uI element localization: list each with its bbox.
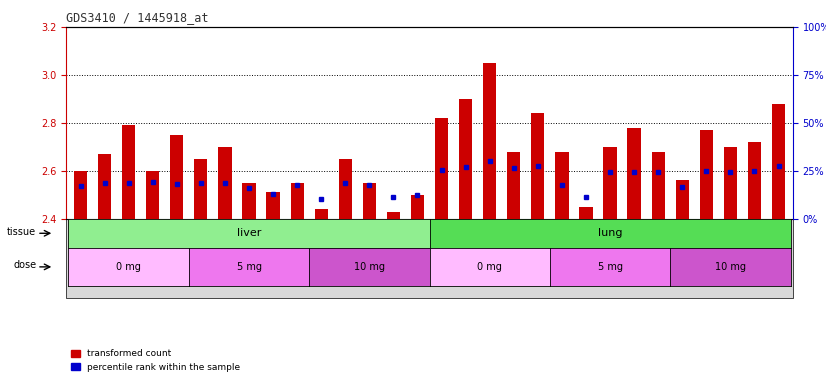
Bar (459, 99, 472, 219)
Bar (652, 152, 665, 219)
Text: dose: dose (13, 260, 36, 270)
Bar (604, 147, 617, 219)
Text: 0 mg: 0 mg (116, 262, 141, 272)
Bar (170, 135, 183, 219)
Bar (676, 180, 689, 219)
Bar (267, 192, 280, 219)
Bar (387, 212, 400, 219)
Bar (242, 183, 255, 219)
Bar (363, 183, 376, 219)
Text: lung: lung (598, 228, 622, 238)
Bar (483, 63, 496, 219)
Text: 5 mg: 5 mg (597, 262, 623, 272)
Bar (531, 113, 544, 219)
Legend: transformed count, percentile rank within the sample: transformed count, percentile rank withi… (70, 349, 240, 372)
Bar (74, 171, 87, 219)
Bar (507, 152, 520, 219)
Bar (218, 147, 231, 219)
Text: tissue: tissue (7, 227, 36, 237)
Bar (748, 142, 761, 219)
Bar (122, 125, 135, 219)
Bar (98, 154, 112, 219)
Bar (291, 183, 304, 219)
Text: 10 mg: 10 mg (354, 262, 385, 272)
Text: 0 mg: 0 mg (477, 262, 502, 272)
Bar (772, 104, 786, 219)
Text: GDS3410 / 1445918_at: GDS3410 / 1445918_at (66, 11, 209, 24)
Text: liver: liver (237, 228, 261, 238)
Bar (194, 159, 207, 219)
Bar (435, 118, 449, 219)
Bar (724, 147, 737, 219)
Bar (411, 195, 424, 219)
Text: 10 mg: 10 mg (714, 262, 746, 272)
Text: 5 mg: 5 mg (236, 262, 262, 272)
Bar (146, 171, 159, 219)
Bar (628, 128, 641, 219)
Bar (339, 159, 352, 219)
Bar (555, 152, 568, 219)
Bar (315, 209, 328, 219)
Bar (579, 207, 592, 219)
Bar (700, 130, 713, 219)
